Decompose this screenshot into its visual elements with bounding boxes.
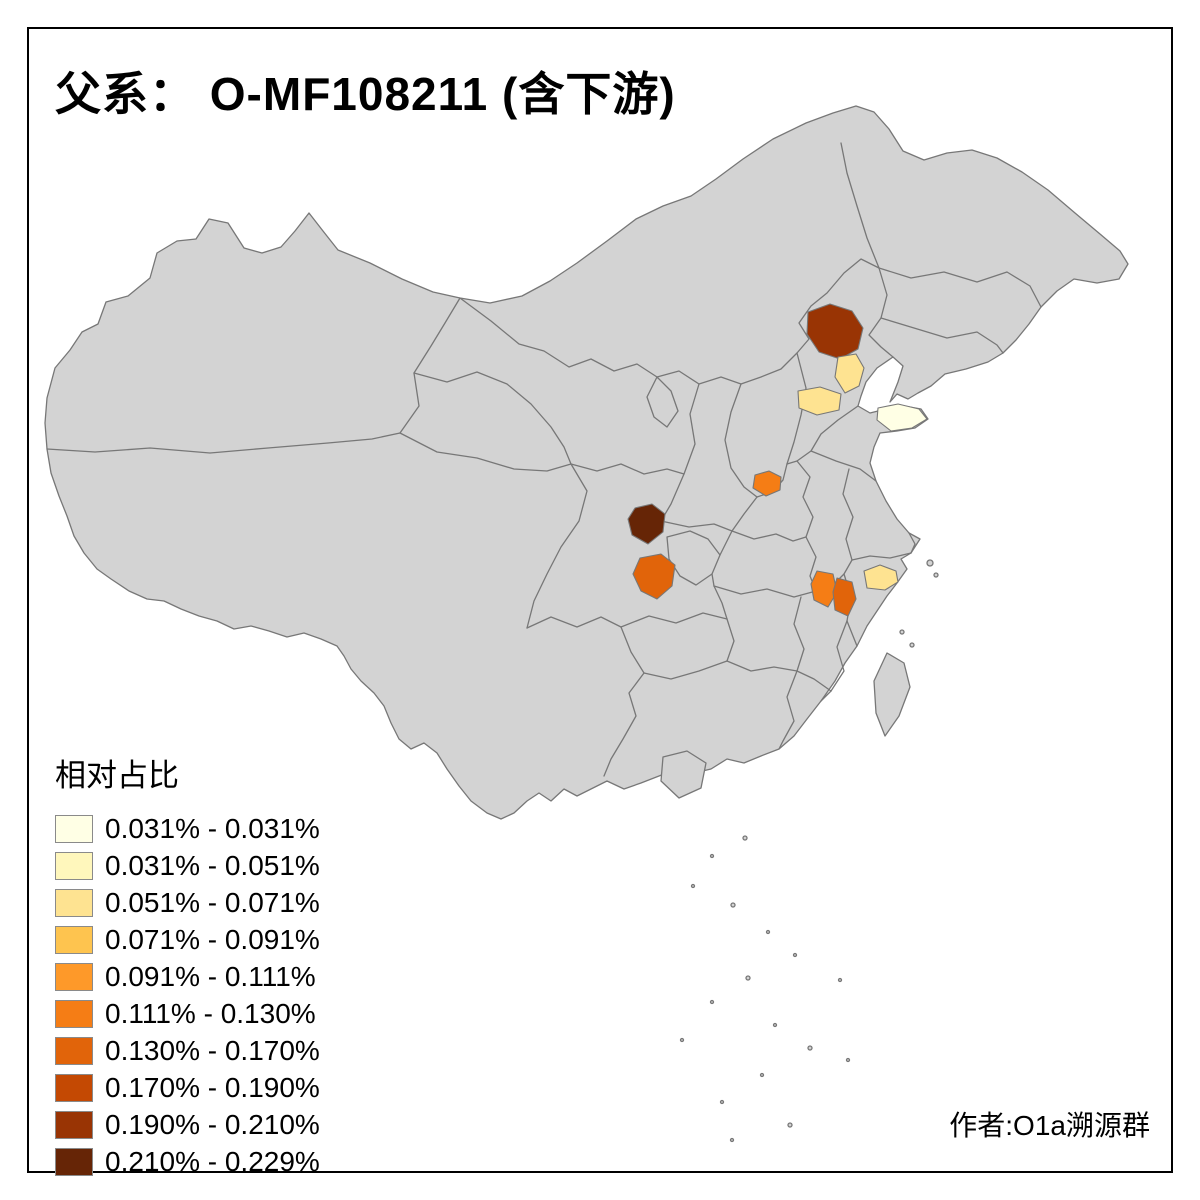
landmass-group [44, 105, 1129, 1143]
region-south-hebei [797, 386, 842, 416]
region-west-zhejiang [863, 564, 899, 591]
region-tianjin [834, 353, 865, 394]
legend-label: 0.190% - 0.210% [105, 1109, 320, 1140]
legend-item: 0.190% - 0.210% [55, 1109, 320, 1141]
legend-label: 0.210% - 0.229% [105, 1146, 320, 1177]
legend-label: 0.051% - 0.071% [105, 887, 320, 918]
region-northeast-hunan [810, 570, 838, 608]
page-title: 父系： O-MF108211 (含下游) [55, 68, 676, 120]
hainan-island [660, 750, 707, 799]
region-northwest-jiangxi [832, 577, 857, 617]
legend-label: 0.031% - 0.031% [105, 813, 320, 844]
legend-swatch [55, 926, 93, 954]
legend-item: 0.210% - 0.229% [55, 1146, 320, 1178]
legend-label: 0.031% - 0.051% [105, 850, 320, 881]
region-south-sichuan [632, 553, 676, 600]
region-west-henan [752, 470, 782, 497]
taiwan-island [873, 652, 911, 737]
legend-label: 0.111% - 0.130% [105, 998, 316, 1029]
legend-swatch [55, 1111, 93, 1139]
legend-item: 0.051% - 0.071% [55, 887, 320, 919]
legend-item: 0.130% - 0.170% [55, 1035, 320, 1067]
legend-label: 0.170% - 0.190% [105, 1072, 320, 1103]
legend-title: 相对占比 [55, 758, 179, 793]
small-islands [679, 559, 939, 1143]
legend-label: 0.071% - 0.091% [105, 924, 320, 955]
legend-swatch [55, 1148, 93, 1176]
legend-swatch [55, 1074, 93, 1102]
region-shandong-peninsula [876, 403, 928, 432]
highlighted-regions [627, 303, 928, 617]
legend-item: 0.031% - 0.031% [55, 813, 320, 845]
legend-item: 0.091% - 0.111% [55, 961, 320, 993]
legend-label: 0.091% - 0.111% [105, 961, 316, 992]
mainland-outline [44, 105, 1129, 820]
legend: 相对占比 0.031% - 0.031% 0.031% - 0.051% 0.0… [55, 750, 320, 1183]
legend-swatch [55, 963, 93, 991]
legend-item: 0.031% - 0.051% [55, 850, 320, 882]
legend-item: 0.111% - 0.130% [55, 998, 320, 1030]
legend-label: 0.130% - 0.170% [105, 1035, 320, 1066]
legend-items: 0.031% - 0.031% 0.031% - 0.051% 0.051% -… [55, 813, 320, 1178]
legend-item: 0.170% - 0.190% [55, 1072, 320, 1104]
region-chengdu [627, 503, 666, 545]
legend-swatch [55, 852, 93, 880]
legend-swatch [55, 1037, 93, 1065]
attribution: 作者:O1a溯源群 [949, 1110, 1150, 1141]
legend-swatch [55, 815, 93, 843]
map-root [44, 105, 1129, 1143]
legend-item: 0.071% - 0.091% [55, 924, 320, 956]
region-beijing [806, 303, 864, 360]
legend-swatch [55, 1000, 93, 1028]
legend-swatch [55, 889, 93, 917]
